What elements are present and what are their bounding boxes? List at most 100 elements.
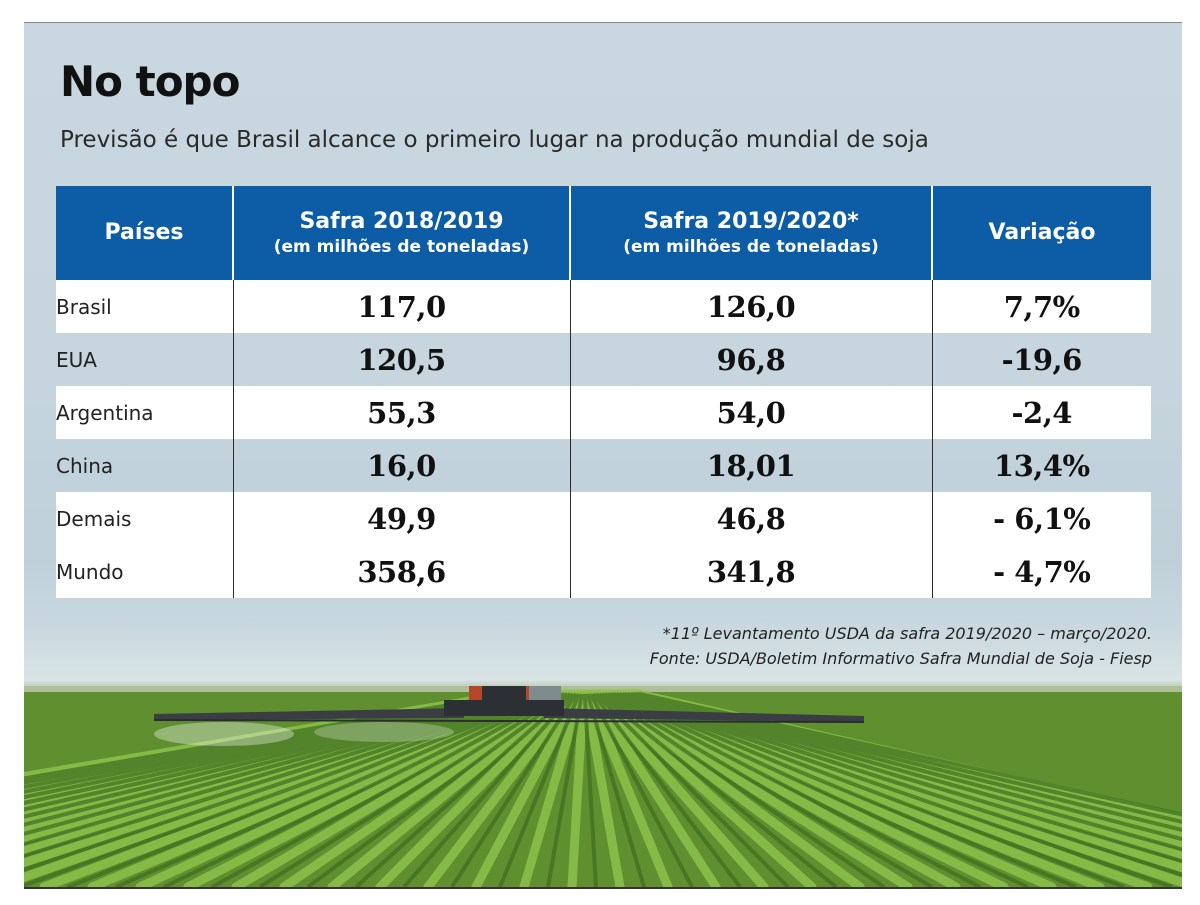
variacao-cell: -19,6 (931, 333, 1151, 386)
crop-row (590, 689, 769, 887)
crop-row-gap (600, 692, 886, 887)
header-safra-2019-2020-unit: (em milhões de toneladas) (623, 237, 879, 257)
safra-2018-2019-cell: 120,5 (232, 333, 570, 386)
crop-row-gap (585, 693, 646, 887)
crop-row-gap (211, 692, 563, 887)
crop-row-gap (591, 692, 742, 887)
crop-row-gap (633, 692, 1182, 833)
crop-row-gap (603, 692, 934, 887)
crop-row (423, 689, 580, 887)
safra-2019-2020-cell: 126,0 (569, 280, 932, 333)
chart-title: No topo (60, 57, 240, 106)
crop-row (593, 689, 817, 887)
crop-row (584, 689, 673, 887)
crop-row-gap (258, 692, 566, 887)
crop-row (567, 689, 588, 887)
header-paises: Países (56, 186, 233, 280)
safra-2019-2020-cell: 54,0 (569, 386, 932, 439)
crop-row-gap (582, 693, 598, 887)
crop-row-gap (597, 692, 838, 887)
country-cell: Demais (56, 492, 233, 545)
safra-2019-2020-cell: 341,8 (569, 545, 932, 598)
crop-row (598, 689, 913, 887)
safra-2019-2020-cell: 18,01 (569, 439, 932, 492)
safra-2018-2019-cell: 117,0 (232, 280, 570, 333)
crop-row (183, 689, 565, 887)
header-variacao: Variação (931, 186, 1151, 280)
safra-2018-2019-cell: 49,9 (232, 492, 570, 545)
country-cell: Argentina (56, 386, 233, 439)
crop-row (581, 689, 625, 887)
country-cell: Mundo (56, 545, 233, 598)
crop-row-gap (354, 692, 572, 887)
crop-row (596, 689, 865, 887)
crop-row (375, 689, 577, 887)
country-cell: China (56, 453, 114, 478)
crop-row (135, 689, 562, 887)
crop-row-gap (24, 692, 543, 847)
crop-row (587, 689, 721, 887)
crop-row-gap (639, 692, 1182, 817)
crop-row-gap (621, 692, 1182, 877)
variacao-cell: 13,4% (931, 439, 1151, 492)
safra-2018-2019-cell: 16,0 (232, 439, 570, 492)
crop-row (279, 689, 571, 887)
footnote: *11º Levantamento USDA da safra 2019/202… (662, 624, 1152, 643)
crop-row-gap (24, 692, 528, 806)
crop-row-gap (402, 692, 575, 887)
crop-row-gap (24, 692, 551, 887)
crop-row-gap (67, 692, 554, 887)
crop-row-gap (24, 692, 545, 858)
country-cell: EUA (56, 347, 97, 372)
crop-row-gap (546, 693, 584, 887)
crop-row-gap (163, 692, 560, 887)
crop-row (519, 689, 585, 887)
crop-row-gap (24, 692, 522, 794)
header-paises-label: Países (104, 220, 184, 245)
crop-row-gap (450, 692, 578, 887)
header-variacao-label: Variação (988, 220, 1096, 245)
crop-row-gap (115, 692, 557, 887)
variacao-cell: - 4,7% (931, 545, 1151, 598)
crop-row-gap (24, 692, 548, 872)
crop-row-gap (636, 692, 1182, 824)
table-row: Argentina 55,3 54,0 -2,4 (56, 386, 1151, 439)
crop-row-gap (24, 692, 534, 819)
table-row: Demais 49,9 46,8 - 6,1% (56, 492, 1151, 545)
header-safra-2019-2020-label: Safra 2019/2020* (643, 209, 859, 234)
variacao-cell: - 6,1% (931, 492, 1151, 545)
crop-row-gap (594, 692, 790, 887)
safra-2019-2020-cell: 46,8 (569, 492, 932, 545)
variacao-cell: 7,7% (931, 280, 1151, 333)
infographic-panel: No topo Previsão é que Brasil alcance o … (24, 22, 1182, 889)
table-header-row: Países Safra 2018/2019 (em milhões de to… (56, 186, 1151, 280)
crop-row-gap (609, 692, 1029, 887)
header-safra-2018-2019-label: Safra 2018/2019 (299, 209, 504, 234)
crop-row (327, 689, 574, 887)
chart-subtitle: Previsão é que Brasil alcance o primeiro… (60, 127, 929, 153)
crop-row (231, 689, 568, 887)
crop-row-gap (627, 692, 1182, 852)
source-notes: *11º Levantamento USDA da safra 2019/202… (650, 621, 1152, 671)
safra-2018-2019-cell: 55,3 (232, 386, 570, 439)
soybean-field-illustration (24, 686, 1182, 887)
header-safra-2018-2019-unit: (em milhões de toneladas) (273, 237, 530, 257)
crop-row-gap (306, 692, 569, 887)
crop-row-gap (24, 692, 525, 800)
table-row: Mundo 358,6 341,8 - 4,7% (56, 545, 1151, 598)
soy-production-table: Países Safra 2018/2019 (em milhões de to… (56, 186, 1151, 598)
crop-row-gap (24, 692, 519, 790)
variacao-cell: -2,4 (931, 386, 1151, 439)
country-cell: Brasil (56, 280, 233, 333)
safra-2019-2020-cell: 96,8 (569, 333, 932, 386)
crop-row-gap (624, 692, 1182, 864)
header-safra-2018-2019: Safra 2018/2019 (em milhões de toneladas… (232, 186, 570, 280)
crop-row-gap (612, 692, 1077, 887)
table-row: China 16,0 18,01 13,4% (56, 439, 1151, 492)
crop-row-gap (588, 693, 694, 887)
crop-row-gap (498, 693, 581, 887)
crop-row-gap (24, 692, 531, 812)
crop-row-gap (630, 692, 1182, 842)
crop-row (601, 689, 961, 887)
crop-row-gap (606, 692, 981, 887)
